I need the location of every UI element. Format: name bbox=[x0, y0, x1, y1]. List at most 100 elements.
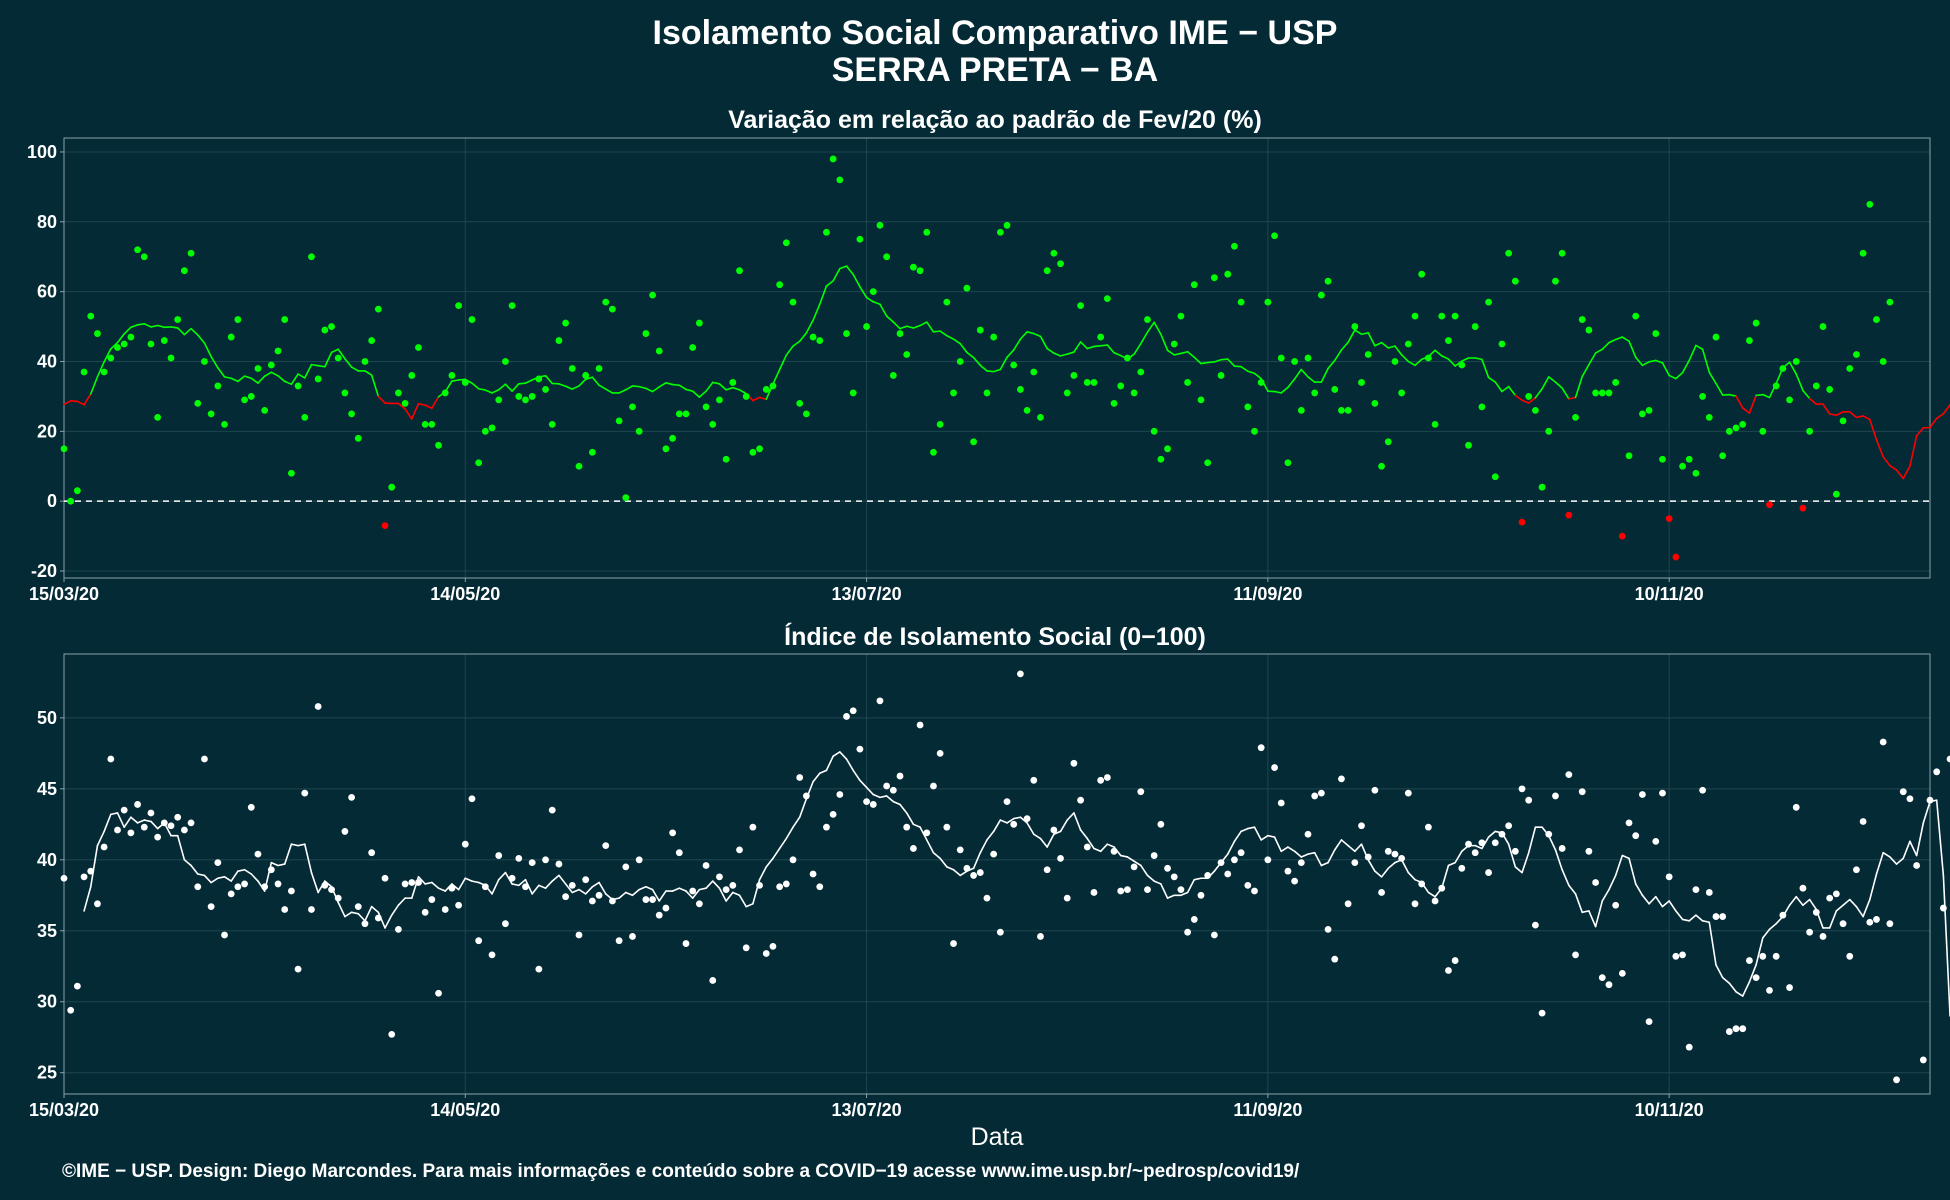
data-point bbox=[1846, 952, 1854, 960]
data-point bbox=[802, 410, 810, 418]
moving-average-segment bbox=[1253, 826, 1262, 841]
data-point bbox=[234, 883, 242, 891]
data-point bbox=[381, 874, 389, 882]
data-point bbox=[609, 897, 616, 905]
data-point bbox=[120, 806, 128, 814]
moving-average-segment bbox=[1253, 372, 1262, 380]
x-tick-label: 13/07/20 bbox=[832, 584, 902, 604]
data-point bbox=[167, 354, 175, 362]
moving-average-segment bbox=[1046, 347, 1055, 354]
data-point bbox=[1725, 1028, 1733, 1035]
data-point bbox=[261, 883, 269, 891]
data-point bbox=[100, 843, 108, 851]
data-point bbox=[1144, 886, 1151, 894]
data-point bbox=[1083, 379, 1091, 386]
moving-average-segment bbox=[116, 333, 125, 344]
moving-average-segment bbox=[1848, 898, 1858, 908]
data-point bbox=[996, 928, 1004, 936]
data-point bbox=[1224, 270, 1232, 278]
moving-average-segment bbox=[1701, 920, 1711, 924]
moving-average-segment bbox=[150, 324, 159, 328]
moving-average-segment bbox=[885, 795, 895, 803]
data-point bbox=[749, 823, 757, 831]
data-point bbox=[936, 749, 944, 757]
moving-average-segment bbox=[223, 376, 233, 380]
moving-average-segment bbox=[1333, 839, 1343, 851]
data-point bbox=[1832, 490, 1840, 498]
moving-average-segment bbox=[992, 368, 1002, 373]
data-point bbox=[261, 406, 269, 414]
moving-average-segment bbox=[203, 342, 212, 358]
moving-average-segment bbox=[952, 338, 962, 345]
data-point bbox=[1826, 894, 1834, 902]
data-point bbox=[234, 316, 242, 323]
x-tick-label: 14/05/20 bbox=[430, 584, 500, 604]
moving-average-segment bbox=[691, 888, 701, 899]
data-point bbox=[1879, 358, 1887, 365]
moving-average-segment bbox=[1487, 376, 1497, 383]
data-point bbox=[1598, 389, 1606, 397]
data-point bbox=[1792, 358, 1800, 365]
data-point bbox=[629, 933, 636, 940]
moving-average-segment bbox=[1869, 873, 1878, 901]
data-point bbox=[689, 344, 697, 351]
moving-average-segment bbox=[1561, 387, 1570, 400]
moving-average-segment bbox=[685, 388, 694, 392]
moving-average-segment bbox=[711, 381, 721, 385]
moving-average-segment bbox=[370, 905, 380, 914]
data-point bbox=[214, 859, 222, 867]
data-point bbox=[341, 389, 349, 397]
moving-average-segment bbox=[872, 300, 881, 306]
data-point bbox=[1739, 420, 1747, 428]
moving-average-segment bbox=[250, 377, 259, 384]
data-point bbox=[1465, 441, 1472, 449]
data-point bbox=[983, 389, 991, 397]
moving-average-segment bbox=[310, 871, 319, 894]
moving-average-segment bbox=[1400, 354, 1410, 363]
moving-average-segment bbox=[491, 388, 500, 394]
moving-average-segment bbox=[792, 340, 801, 347]
moving-average-segment bbox=[1206, 361, 1216, 364]
moving-average-segment bbox=[979, 839, 988, 854]
data-point bbox=[80, 368, 88, 376]
moving-average-segment bbox=[1634, 356, 1644, 367]
data-point bbox=[1612, 901, 1620, 909]
moving-average-segment bbox=[337, 901, 346, 918]
data-point bbox=[1632, 832, 1640, 840]
data-point bbox=[1598, 974, 1606, 982]
data-point bbox=[1237, 849, 1245, 857]
moving-average-segment bbox=[1427, 891, 1436, 898]
moving-average-segment bbox=[571, 888, 580, 894]
moving-average-segment bbox=[1032, 833, 1042, 840]
data-point bbox=[602, 298, 610, 306]
moving-average-segment bbox=[330, 348, 340, 354]
data-point bbox=[575, 462, 583, 470]
data-point bbox=[1498, 340, 1506, 348]
data-point bbox=[1197, 396, 1205, 404]
moving-average-segment bbox=[1862, 898, 1871, 918]
data-point bbox=[1572, 413, 1579, 421]
moving-average-segment bbox=[1902, 465, 1911, 480]
moving-average-segment bbox=[551, 874, 560, 882]
moving-average-segment bbox=[1668, 900, 1677, 912]
moving-average-segment bbox=[1354, 329, 1363, 336]
data-point bbox=[1792, 803, 1800, 811]
moving-average-segment bbox=[1802, 898, 1811, 907]
data-point bbox=[796, 399, 804, 407]
data-point bbox=[247, 803, 255, 811]
data-point bbox=[856, 745, 864, 753]
moving-average-segment bbox=[658, 381, 667, 388]
data-point bbox=[1277, 354, 1285, 362]
data-point bbox=[943, 823, 951, 831]
moving-average-segment bbox=[1380, 341, 1390, 349]
moving-average-segment bbox=[772, 368, 781, 385]
data-point bbox=[582, 372, 590, 379]
moving-average-segment bbox=[1748, 964, 1757, 983]
data-point bbox=[1431, 897, 1439, 905]
data-point bbox=[1839, 920, 1847, 928]
data-point bbox=[702, 862, 710, 869]
moving-average-segment bbox=[1835, 904, 1844, 912]
data-point bbox=[508, 874, 516, 882]
data-point bbox=[468, 795, 476, 803]
moving-average-segment bbox=[1902, 840, 1911, 860]
